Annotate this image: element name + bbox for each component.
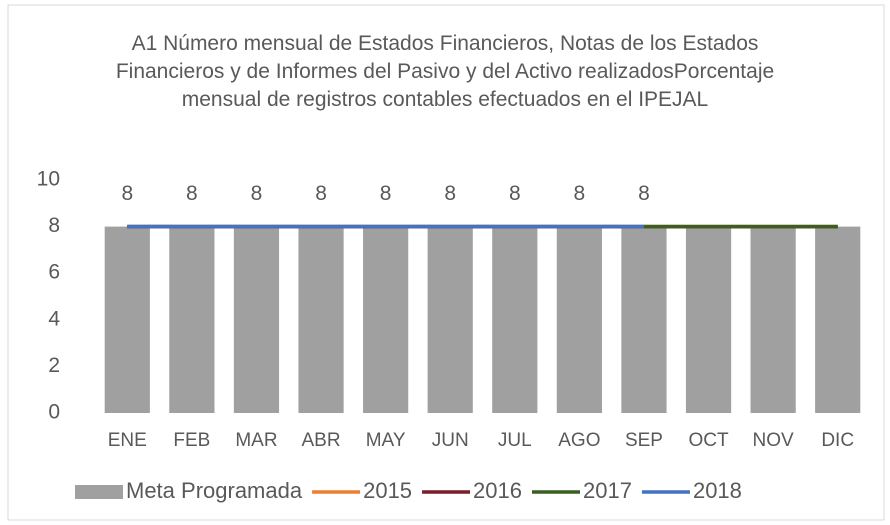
bar (233, 226, 280, 413)
x-tick-label: FEB (173, 430, 210, 451)
data-label: 8 (251, 182, 263, 205)
chart-border (7, 4, 885, 521)
bar (427, 226, 473, 413)
bar (492, 226, 538, 413)
x-tick-label: JUN (432, 430, 469, 451)
bar (363, 226, 409, 413)
x-tick-label: NOV (753, 430, 795, 451)
bar (621, 226, 667, 413)
bar (815, 226, 861, 413)
bar (685, 226, 732, 413)
legend-label: 2017 (583, 478, 632, 503)
legend-label: Meta Programada (126, 478, 303, 503)
x-tick-label: MAY (366, 430, 406, 451)
legend-label: 2015 (363, 478, 412, 503)
bar (298, 226, 344, 413)
x-tick-label: SEP (625, 430, 663, 451)
bar (750, 226, 796, 413)
chart-title: A1 Número mensual de Estados Financieros… (115, 32, 775, 111)
y-tick-label: 6 (48, 261, 60, 284)
x-tick-label: ENE (108, 430, 147, 451)
data-label: 8 (380, 182, 392, 205)
data-label: 8 (121, 182, 133, 205)
data-label: 8 (315, 182, 327, 205)
x-tick-label: JUL (498, 430, 532, 451)
x-tick-label: OCT (688, 430, 729, 451)
x-tick-label: ABR (302, 430, 341, 451)
y-tick-label: 0 (48, 401, 60, 424)
bar (104, 226, 150, 413)
data-label: 8 (638, 182, 650, 205)
x-tick-label: AGO (558, 430, 600, 451)
legend-label: 2016 (473, 478, 522, 503)
bar (556, 226, 602, 413)
data-label: 8 (509, 182, 521, 205)
data-label: 8 (444, 182, 456, 205)
data-label: 8 (574, 182, 586, 205)
y-tick-label: 10 (37, 168, 60, 191)
legend-swatch (75, 485, 123, 499)
y-tick-label: 2 (48, 354, 60, 377)
y-tick-label: 4 (48, 307, 60, 330)
x-tick-label: MAR (235, 430, 277, 451)
y-tick-label: 8 (48, 214, 60, 237)
x-tick-label: DIC (821, 430, 854, 451)
bar (169, 226, 215, 413)
data-label: 8 (186, 182, 198, 205)
legend-label: 2018 (693, 478, 742, 503)
